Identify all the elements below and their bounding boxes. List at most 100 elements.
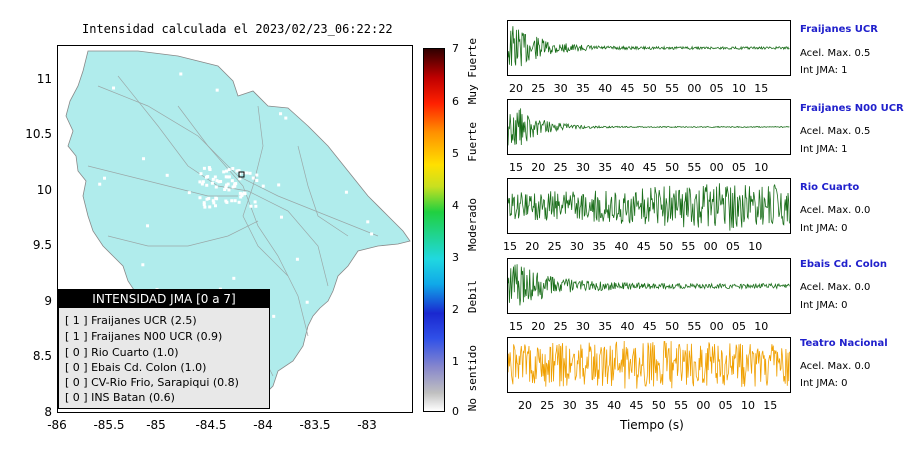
time-tick: 55 xyxy=(665,82,680,95)
station-dot xyxy=(215,88,219,92)
time-tick: 50 xyxy=(665,320,680,333)
time-tick: 10 xyxy=(754,320,769,333)
trace-panel[interactable] xyxy=(507,258,791,314)
map-xtick: -84.5 xyxy=(195,418,227,432)
colorbar-tick: 3 xyxy=(452,251,459,264)
map-title: Intensidad calculada el 2023/02/23_06:22… xyxy=(82,22,393,36)
time-tick: 35 xyxy=(584,399,599,412)
station-dot xyxy=(233,184,237,188)
time-tick: 50 xyxy=(642,82,657,95)
station-dot xyxy=(198,180,202,184)
station-dot xyxy=(98,182,102,186)
station-jma: Int JMA: 0 xyxy=(800,378,848,389)
station-dot xyxy=(249,204,253,208)
trace-time-ticks: 15 20 25 30 35 40 45 50 55 00 05 10 xyxy=(503,240,771,253)
waveform xyxy=(508,183,790,231)
station-dot xyxy=(219,180,223,184)
station-dot xyxy=(207,196,211,200)
station-acel: Acel. Max. 0.5 xyxy=(800,126,871,137)
station-acel: Acel. Max. 0.0 xyxy=(800,282,871,293)
time-tick: 15 xyxy=(509,161,523,174)
trace-time-ticks: 20 25 30 35 40 45 50 55 00 05 10 15 xyxy=(509,82,777,95)
map-ytick: 8 xyxy=(44,405,52,419)
time-tick: 05 xyxy=(709,82,724,95)
station-dot xyxy=(233,199,237,203)
colorbar-tick: 2 xyxy=(452,303,459,316)
station-dot xyxy=(344,190,348,194)
time-tick: 35 xyxy=(598,161,613,174)
station-dot xyxy=(277,183,281,187)
time-tick: 35 xyxy=(598,320,613,333)
station-acel: Acel. Max. 0.5 xyxy=(800,48,871,59)
station-dot xyxy=(225,169,229,173)
station-dot xyxy=(200,182,204,186)
time-tick: 40 xyxy=(620,161,635,174)
station-dot xyxy=(214,204,218,208)
time-tick: 20 xyxy=(531,161,546,174)
station-dot xyxy=(146,224,150,228)
legend-item: [ 1 ] Fraijanes N00 UCR (0.9) xyxy=(65,330,223,343)
station-dot xyxy=(272,314,276,318)
station-dot xyxy=(248,171,252,175)
station-dot xyxy=(212,201,216,205)
intensity-legend: INTENSIDAD JMA [0 a 7] [ 1 ] Fraijanes U… xyxy=(58,289,270,409)
station-dot xyxy=(223,188,227,192)
station-dot xyxy=(370,232,374,236)
station-name: Rio Cuarto xyxy=(800,182,860,193)
station-dot xyxy=(343,282,347,286)
station-dot xyxy=(96,246,100,250)
trace-panel[interactable] xyxy=(507,20,791,76)
station-jma: Int JMA: 1 xyxy=(800,144,848,155)
station-dot xyxy=(203,205,207,209)
map-xtick: -86 xyxy=(47,418,67,432)
station-dot xyxy=(227,188,231,192)
station-dot xyxy=(214,196,218,200)
colorbar-label-fuerte: Fuerte xyxy=(466,122,479,162)
time-tick: 10 xyxy=(754,161,769,174)
trace-panel[interactable] xyxy=(507,99,791,155)
time-tick: 30 xyxy=(569,240,584,253)
waveform xyxy=(508,26,790,67)
station-dot xyxy=(226,175,230,179)
trace-panel[interactable] xyxy=(507,337,791,393)
colorbar-tick: 7 xyxy=(452,42,459,55)
trace-time-ticks: 15 20 25 30 35 40 45 50 55 00 05 10 xyxy=(509,161,777,174)
station-dot xyxy=(255,173,259,177)
map-xtick: -84 xyxy=(253,418,273,432)
time-tick: 10 xyxy=(740,399,755,412)
station-dot xyxy=(201,180,205,184)
station-dot xyxy=(235,169,239,173)
station-dot xyxy=(234,182,238,186)
map-ytick: 8.5 xyxy=(32,349,52,363)
legend-item: [ 1 ] Fraijanes UCR (2.5) xyxy=(65,314,197,327)
station-dot xyxy=(214,185,218,189)
station-jma: Int JMA: 1 xyxy=(800,65,848,76)
time-tick: 30 xyxy=(562,399,577,412)
station-dot xyxy=(245,171,249,175)
station-dot xyxy=(279,112,283,116)
station-dot xyxy=(253,200,257,204)
station-dot xyxy=(217,180,221,184)
station-dot xyxy=(224,185,228,189)
station-dot xyxy=(241,192,245,196)
colorbar-label-no-sentido: No sentido xyxy=(466,345,479,412)
time-tick: 35 xyxy=(575,82,590,95)
station-dot xyxy=(261,184,265,188)
station-name: Ebais Cd. Colon xyxy=(800,259,888,270)
time-tick: 00 xyxy=(687,82,702,95)
map-ytick: 11 xyxy=(36,72,52,86)
map-xtick: -85.5 xyxy=(93,418,125,432)
time-tick: 20 xyxy=(509,82,523,95)
map-ytick: 10 xyxy=(36,183,52,197)
time-tick: 40 xyxy=(607,399,622,412)
station-dot xyxy=(222,170,226,174)
legend-item: [ 0 ] CV-Rio Frio, Sarapiqui (0.8) xyxy=(65,376,239,389)
station-dot xyxy=(239,195,243,199)
map-ytick: 9.5 xyxy=(32,238,52,252)
time-tick: 15 xyxy=(763,399,778,412)
station-dot xyxy=(213,175,217,179)
trace-panel[interactable] xyxy=(507,178,791,234)
time-tick: 15 xyxy=(503,240,517,253)
time-tick: 40 xyxy=(598,82,613,95)
legend-item: [ 0 ] Rio Cuarto (1.0) xyxy=(65,346,179,359)
